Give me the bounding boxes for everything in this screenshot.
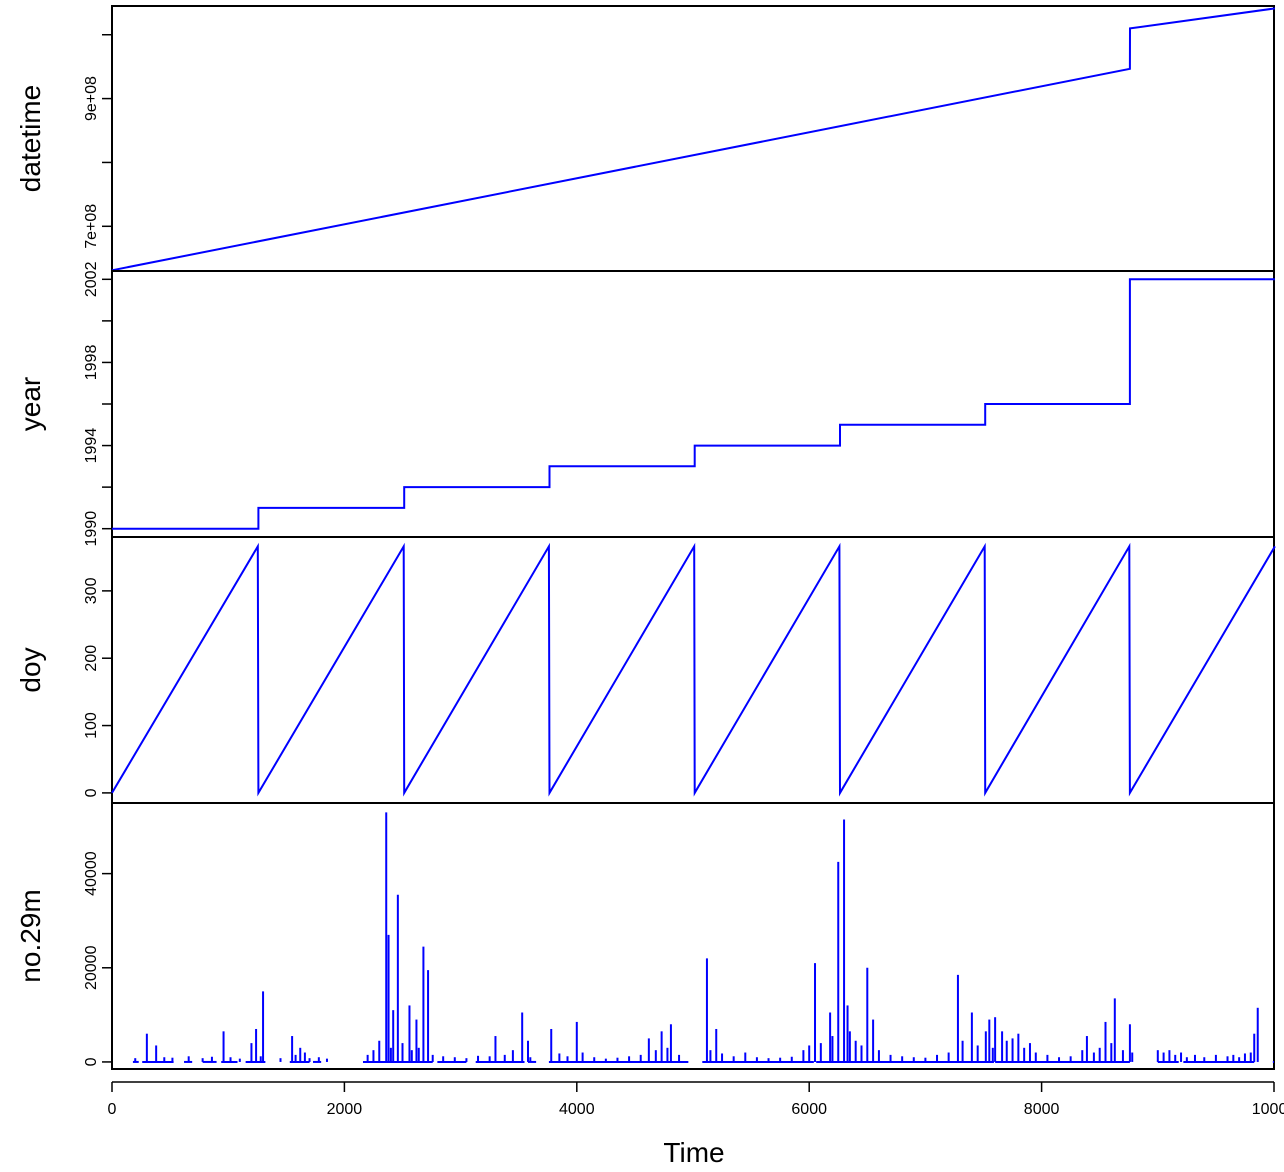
y-tick-label: 9e+08 bbox=[83, 76, 100, 121]
x-tick-label: 10000 bbox=[1252, 1101, 1284, 1118]
panel-year: 1990 1994 1998 2002 year bbox=[15, 261, 1275, 546]
chart-panels: 7e+08 9e+08 datetime 1990 1994 1998 2002 year 0 1… bbox=[15, 5, 1276, 1070]
y-tick-label: 200 bbox=[83, 645, 100, 672]
x-tick-label: 0 bbox=[108, 1101, 117, 1118]
y-axis-label: year bbox=[15, 377, 46, 431]
y-tick-label: 1994 bbox=[83, 428, 100, 464]
panel-frame bbox=[111, 536, 1275, 804]
panel-frame bbox=[111, 802, 1275, 1070]
panel-frame bbox=[111, 5, 1275, 272]
x-tick-label: 4000 bbox=[559, 1101, 595, 1118]
y-tick-label: 300 bbox=[83, 577, 100, 604]
y-tick-label: 40000 bbox=[83, 851, 100, 896]
x-axis: 0 2000 4000 6000 8000 10000 bbox=[108, 1081, 1284, 1118]
y-tick-label: 0 bbox=[83, 788, 100, 797]
x-tick-label: 6000 bbox=[791, 1101, 827, 1118]
series-line-doy bbox=[111, 542, 1276, 797]
y-tick-label: 1998 bbox=[83, 345, 100, 381]
panel-datetime: 7e+08 9e+08 datetime bbox=[15, 5, 1276, 272]
y-tick-label: 0 bbox=[83, 1057, 100, 1066]
panel-no-29m: 0 20000 40000 no.29m bbox=[15, 802, 1275, 1070]
y-axis-label: doy bbox=[15, 647, 46, 692]
y-tick-label: 20000 bbox=[83, 945, 100, 990]
series-line-datetime bbox=[111, 7, 1276, 272]
y-tick-label: 2002 bbox=[83, 261, 100, 297]
x-axis-title: Time bbox=[663, 1137, 724, 1168]
x-tick-label: 8000 bbox=[1024, 1101, 1060, 1118]
y-tick-label: 1990 bbox=[83, 511, 100, 547]
panel-doy: 0 100 200 300 doy bbox=[15, 536, 1276, 804]
x-tick-label: 2000 bbox=[327, 1101, 363, 1118]
y-axis-label: no.29m bbox=[15, 889, 46, 982]
y-tick-label: 7e+08 bbox=[83, 204, 100, 249]
series-line-year bbox=[112, 278, 1275, 530]
y-axis-label: datetime bbox=[15, 85, 46, 192]
y-tick-label: 100 bbox=[83, 712, 100, 739]
